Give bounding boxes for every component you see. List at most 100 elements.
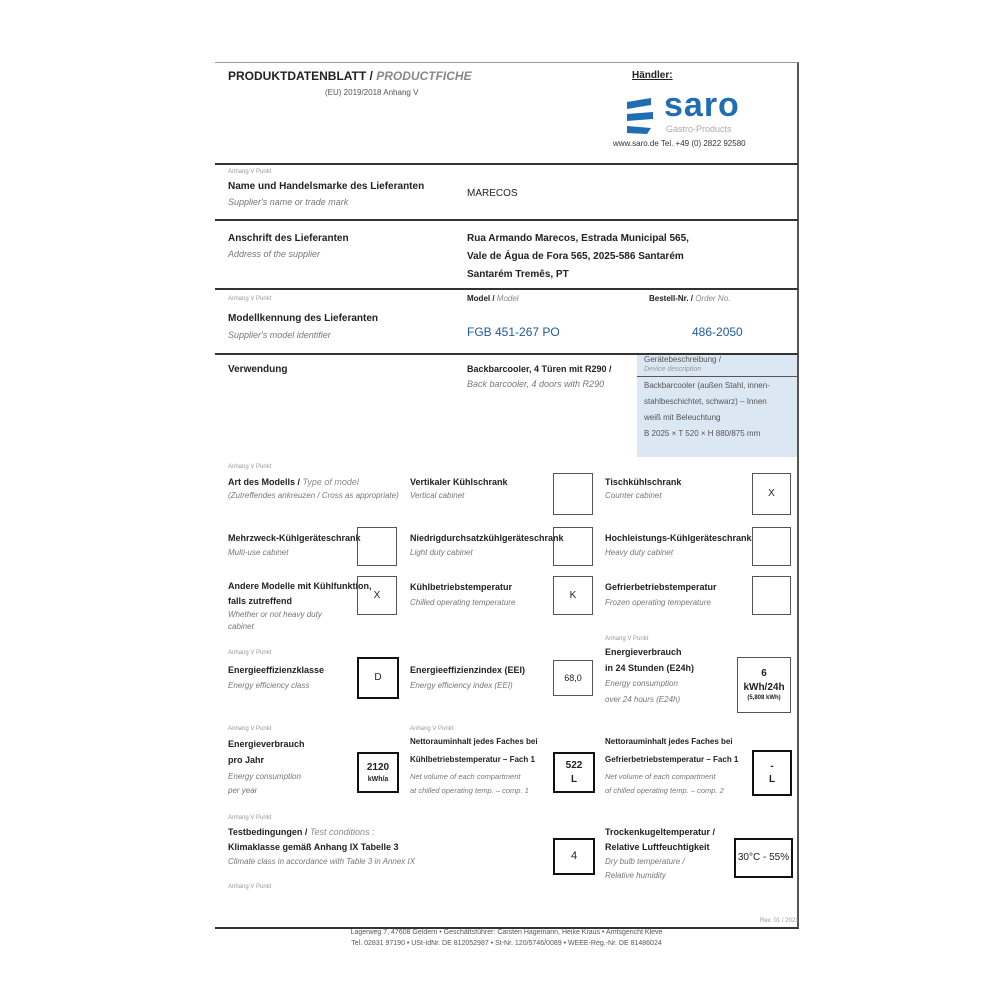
order-column-label: Bestell-Nr. / Order No. <box>649 294 731 303</box>
supplier-label: Name und Handelsmarke des Lieferanten <box>228 181 425 192</box>
type-multi-use: Mehrzweck-Kühlgeräteschrank <box>228 533 361 543</box>
page-title: PRODUKTDATENBLATT / PRODUCTFICHE <box>228 69 472 83</box>
supplier-label-en: Supplier's name or trade mark <box>228 197 349 207</box>
type-frozen-en: Frozen operating temperature <box>605 598 711 607</box>
address-line: Santarém Tremês, PT <box>467 269 569 280</box>
energy-class-label: Energieeffizienzklasse <box>228 665 325 675</box>
info-title-en: Device description <box>644 366 702 373</box>
usage-label: Verwendung <box>228 364 288 375</box>
volume-2-label-2: Gefrierbetriebstemperatur – Fach 1 <box>605 755 739 764</box>
address-line: Vale de Água de Fora 565, 2025-586 Santa… <box>467 251 684 262</box>
type-other-en-2: cabinet <box>228 622 254 631</box>
volume-1-label-en-2: at chilled operating temp. – comp. 1 <box>410 786 529 795</box>
ref-note: Anhang V Punkt <box>228 169 272 175</box>
type-chilled-en: Chilled operating temperature <box>410 598 516 607</box>
type-vertical: Vertikaler Kühlschrank <box>410 477 508 487</box>
order-number: 486-2050 <box>692 325 743 339</box>
temp-humidity-label-en: Dry bulb temperature / <box>605 857 685 866</box>
checkbox-heavy-duty[interactable] <box>752 527 791 566</box>
daily-energy-label: Energieverbrauch <box>605 647 682 657</box>
type-multi-use-en: Multi-use cabinet <box>228 548 289 557</box>
type-counter-en: Counter cabinet <box>605 491 662 500</box>
saro-logo <box>625 96 655 141</box>
regulation: (EU) 2019/2018 Anhang V <box>325 88 419 97</box>
type-label: Art des Modells / Type of model <box>228 477 359 487</box>
page-frame <box>215 62 799 929</box>
annual-energy-label-2: pro Jahr <box>228 755 265 765</box>
model-label-en: Supplier's model identifier <box>228 330 331 340</box>
model-label: Modellkennung des Lieferanten <box>228 313 379 324</box>
checkbox-multi-use[interactable] <box>357 527 397 566</box>
dealer-contact: www.saro.de Tel. +49 (0) 2822 92580 <box>613 139 746 148</box>
type-heavy-duty-en: Heavy duty cabinet <box>605 548 674 557</box>
annual-energy-label-en: Energy consumption <box>228 772 301 781</box>
annual-energy-label-en-2: per year <box>228 786 258 795</box>
address-label: Anschrift des Lieferanten <box>228 233 349 244</box>
checkbox-vertical[interactable] <box>553 473 593 515</box>
daily-energy-label-en: Energy consumption <box>605 679 678 688</box>
info-line: B 2025 × T 520 × H 880/875 mm <box>644 429 761 438</box>
checkbox-chilled[interactable]: K <box>553 576 593 615</box>
info-line: Backbarcooler (außen Stahl, innen- <box>644 381 770 390</box>
annual-energy-label: Energieverbrauch <box>228 739 305 749</box>
checkbox-frozen[interactable] <box>752 576 791 615</box>
eei-label-en: Energy efficiency index (EEI) <box>410 681 513 690</box>
checkbox-other[interactable]: X <box>357 576 397 615</box>
type-other: Andere Modelle mit Kühlfunktion, <box>228 581 372 591</box>
info-line: stahlbeschichtet, schwarz) – Innen <box>644 397 767 406</box>
ref-note: Anhang V Punkt <box>410 726 454 732</box>
daily-energy-label-en-2: over 24 hours (E24h) <box>605 695 681 704</box>
type-hint: (Zutreffendes ankreuzen / Cross as appro… <box>228 491 399 500</box>
address-label-en: Address of the supplier <box>228 249 321 259</box>
supplier-name: MARECOS <box>467 188 518 199</box>
eei-value: 68,0 <box>553 660 593 696</box>
daily-energy-value: 6 kWh/24h (5,808 kWh) <box>737 657 791 713</box>
energy-class-label-en: Energy efficiency class <box>228 681 310 690</box>
divider <box>215 288 798 290</box>
checkbox-counter[interactable]: X <box>752 473 791 515</box>
dealer-label: Händler: <box>632 70 673 81</box>
volume-2-label: Nettorauminhalt jedes Faches bei <box>605 737 733 746</box>
type-heavy-duty: Hochleistungs-Kühlgeräteschrank <box>605 533 752 543</box>
divider <box>215 219 798 221</box>
ref-note: Anhang V Punkt <box>228 726 272 732</box>
climate-class-label: Klimaklasse gemäß Anhang IX Tabelle 3 <box>228 842 399 852</box>
type-light-duty: Niedrigdurchsatzkühlgeräteschrank <box>410 533 564 543</box>
logo-subtitle: Gastro-Products <box>666 124 732 134</box>
temp-humidity-label-en-2: Relative humidity <box>605 871 666 880</box>
divider <box>215 163 798 165</box>
saro-logo-icon <box>627 98 653 134</box>
type-chilled: Kühlbetriebstemperatur <box>410 582 513 592</box>
volume-2-label-en: Net volume of each compartment <box>605 772 716 781</box>
type-light-duty-en: Light duty cabinet <box>410 548 473 557</box>
ref-note: Anhang V Punkt <box>228 815 272 821</box>
annual-energy-value: 2120 kWh/a <box>357 752 399 793</box>
volume-1-label: Nettorauminhalt jedes Faches bei <box>410 737 538 746</box>
address-line: Rua Armando Marecos, Estrada Municipal 5… <box>467 233 689 244</box>
eei-label: Energieeffizienzindex (EEI) <box>410 665 526 675</box>
device-description-box <box>637 355 797 457</box>
type-counter: Tischkühlschrank <box>605 477 682 487</box>
temp-humidity-value: 30°C - 55% <box>734 838 793 878</box>
divider <box>215 353 798 355</box>
temp-humidity-label-2: Relative Luftfeuchtigkeit <box>605 842 710 852</box>
ref-note: Anhang V Punkt <box>228 464 272 470</box>
type-vertical-en: Vertical cabinet <box>410 491 465 500</box>
test-conditions-label: Testbedingungen / Test conditions : <box>228 827 375 837</box>
volume-1-value: 522 L <box>553 752 595 793</box>
ref-note: Anhang V Punkt <box>605 636 649 642</box>
volume-1-label-2: Kühlbetriebstemperatur – Fach 1 <box>410 755 535 764</box>
type-frozen: Gefrierbetriebstemperatur <box>605 582 717 592</box>
model-number: FGB 451-267 PO <box>467 325 560 339</box>
info-line: weiß mit Beleuchtung <box>644 413 721 422</box>
daily-energy-label-2: in 24 Stunden (E24h) <box>605 663 695 673</box>
checkbox-light-duty[interactable] <box>553 527 593 566</box>
volume-1-label-en: Net volume of each compartment <box>410 772 521 781</box>
usage-value-en: Back barcooler, 4 doors with R290 <box>467 379 605 389</box>
model-column-label: Model / Model <box>467 294 519 303</box>
climate-class-label-en: Climate class in accordance with Table 3… <box>228 857 416 866</box>
info-title: Gerätebeschreibung / <box>644 355 721 364</box>
usage-value: Backbarcooler, 4 Türen mit R290 / <box>467 364 612 374</box>
ref-note: Anhang V Punkt <box>228 296 272 302</box>
footer-line: Lagerweg 7, 47608 Geldern • Geschäftsfüh… <box>350 929 663 936</box>
